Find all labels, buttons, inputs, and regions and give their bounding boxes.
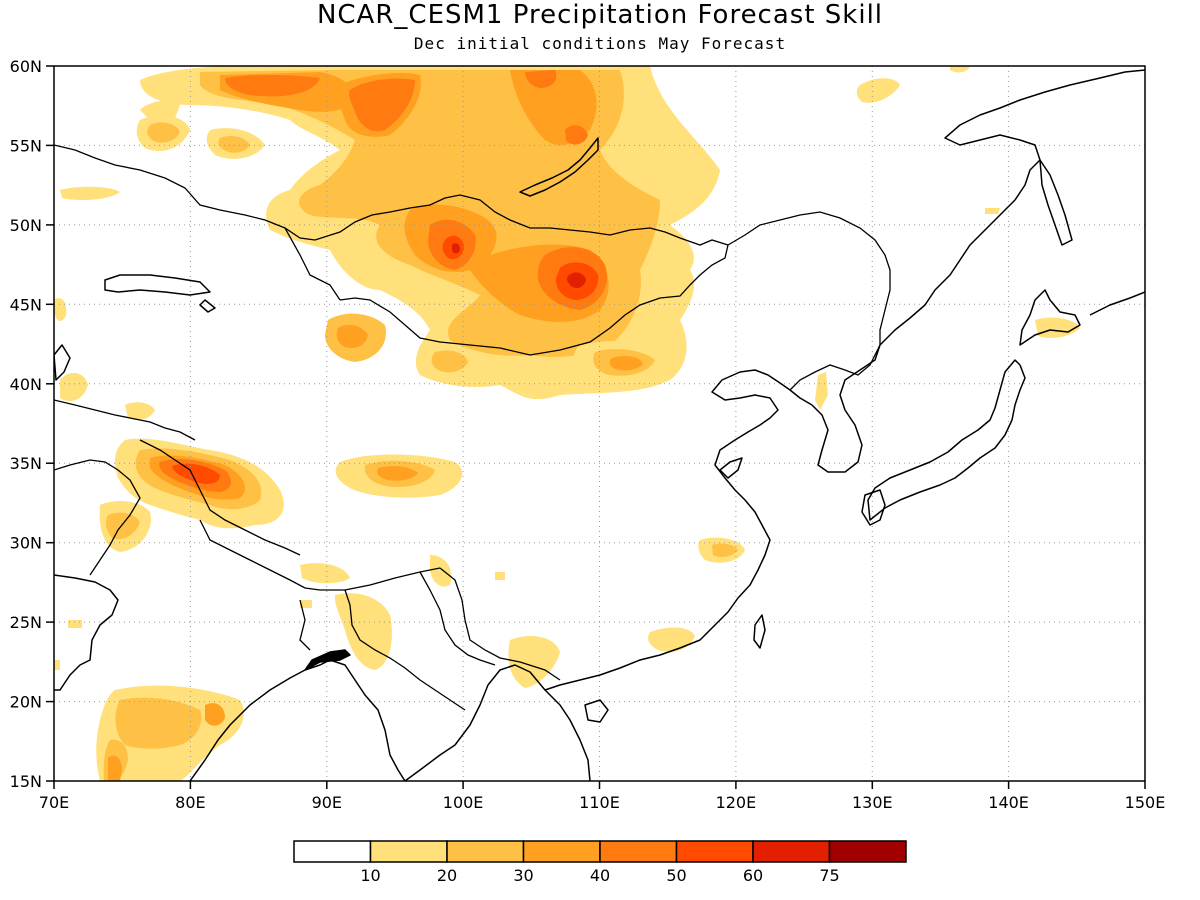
colorbar-label: 30 <box>513 866 533 885</box>
y-tick-label: 35N <box>10 454 42 473</box>
x-tick-label: 130E <box>852 793 893 812</box>
gridlines <box>54 66 1145 781</box>
x-tick-label: 120E <box>716 793 757 812</box>
y-tick-label: 20N <box>10 693 42 712</box>
x-tick-label: 100E <box>443 793 484 812</box>
colorbar-swatch <box>752 840 831 863</box>
chart-subtitle: Dec initial conditions May Forecast <box>413 34 787 53</box>
colorbar: 10 20 30 40 50 60 75 <box>293 840 907 885</box>
colorbar-label: 20 <box>437 866 457 885</box>
colorbar-label: 60 <box>743 866 763 885</box>
skill-region-north-60 <box>442 235 599 300</box>
skill-region-north-china-30 <box>431 349 655 376</box>
colorbar-label: 75 <box>819 866 839 885</box>
x-tick-label: 70E <box>39 793 69 812</box>
colorbar-swatch <box>446 840 525 863</box>
colorbar-label: 10 <box>360 866 380 885</box>
colorbar-swatch <box>828 840 907 863</box>
colorbar-label: 40 <box>590 866 610 885</box>
y-tick-label: 60N <box>10 57 42 76</box>
colorbar-swatch <box>675 840 754 863</box>
y-tick-label: 25N <box>10 613 42 632</box>
skill-shading <box>54 66 1080 781</box>
coastlines <box>54 69 1145 781</box>
skill-region-north-75 <box>452 243 586 288</box>
y-tick-label: 50N <box>10 216 42 235</box>
skill-region-north-40 <box>220 70 609 322</box>
y-tick-label: 30N <box>10 534 42 553</box>
x-tick-label: 150E <box>1125 793 1166 812</box>
skill-region-india-40 <box>108 703 225 781</box>
borders <box>54 144 891 711</box>
y-tick-label: 45N <box>10 295 42 314</box>
x-tick-label: 90E <box>312 793 342 812</box>
skill-region-west <box>54 100 265 322</box>
colorbar-swatch <box>599 840 678 863</box>
tick-marks <box>46 65 1146 789</box>
skill-region-india <box>54 66 1080 781</box>
skill-region-kashmir-60 <box>172 463 220 484</box>
chart-title: NCAR_CESM1 Precipitation Forecast Skill <box>316 0 884 30</box>
skill-region-tibet-40 <box>377 465 418 481</box>
skill-region-tarim-40 <box>336 324 368 348</box>
skill-region-north-china-40 <box>609 356 643 371</box>
y-tick-label: 55N <box>10 136 42 155</box>
colorbar-swatch <box>369 840 448 863</box>
x-tick-label: 80E <box>175 793 205 812</box>
colorbar-swatch <box>522 840 601 863</box>
x-tick-label: 110E <box>579 793 620 812</box>
y-tick-label: 40N <box>10 375 42 394</box>
colorbar-label: 50 <box>666 866 686 885</box>
colorbar-swatch <box>293 840 372 863</box>
y-tick-labels: 15N 20N 25N 30N 35N 40N 45N 50N 55N 60N <box>10 57 42 791</box>
x-tick-labels: 70E 80E 90E 100E 110E 120E 130E 140E 150… <box>39 793 1166 812</box>
y-tick-label: 15N <box>10 772 42 791</box>
x-tick-label: 140E <box>988 793 1029 812</box>
